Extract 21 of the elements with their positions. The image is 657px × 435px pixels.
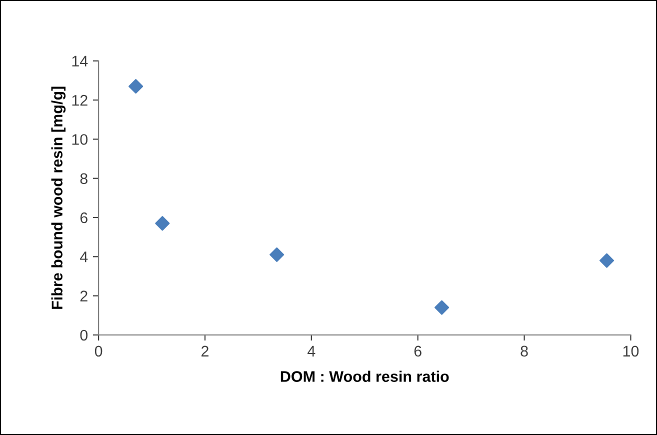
y-tick-label: 12: [72, 94, 88, 106]
y-tick-label: 4: [80, 252, 88, 262]
y-axis-title: Fibre bound wood resin [mg/g]: [51, 86, 66, 309]
x-tick-label: 10: [623, 346, 639, 357]
x-tick-label: 2: [202, 346, 208, 356]
x-tick-label: 8: [520, 346, 528, 357]
point: [599, 253, 614, 268]
point: [270, 247, 284, 262]
x-tick-label: 0: [94, 346, 102, 357]
point: [155, 216, 170, 231]
y-tick-label: 6: [80, 212, 88, 224]
y-tick-label: 14: [72, 56, 88, 66]
x-tick-label: 4: [308, 346, 316, 356]
y-tick-label: 8: [80, 173, 88, 184]
y-tick-label: 2: [80, 290, 88, 302]
y-tick-label: 0: [80, 330, 88, 341]
x-tick-label: 6: [414, 346, 422, 357]
point: [434, 300, 450, 315]
x-axis-title: DOM : Wood resin ratio: [280, 370, 449, 382]
point: [128, 79, 144, 94]
y-tick-label: 10: [72, 134, 88, 145]
